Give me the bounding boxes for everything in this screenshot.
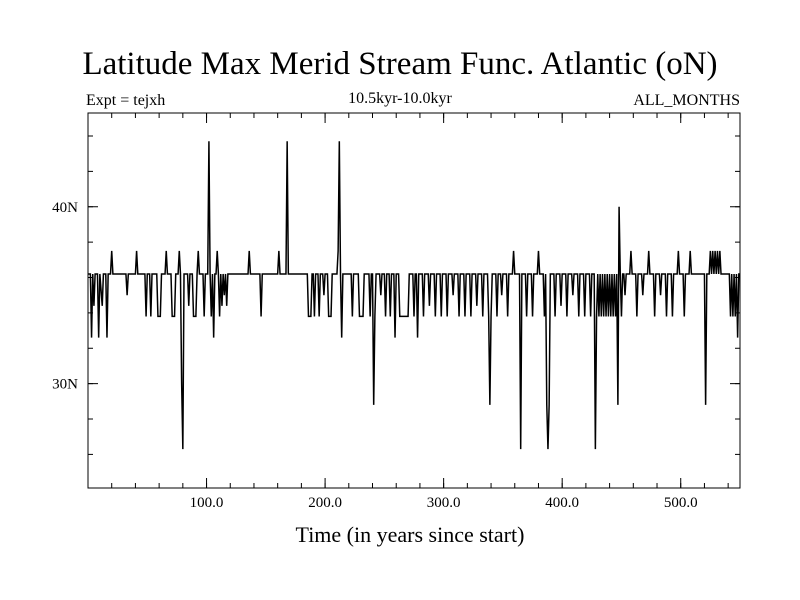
x-tick-label: 200.0 — [308, 495, 342, 511]
x-tick-label: 100.0 — [190, 495, 224, 511]
x-tick-label: 400.0 — [545, 495, 579, 511]
x-tick-label: 500.0 — [664, 495, 698, 511]
plot-frame — [87, 112, 741, 489]
chart-title: Latitude Max Merid Stream Func. Atlantic… — [82, 46, 718, 82]
y-tick-label: 40N — [52, 200, 78, 216]
series-line — [88, 141, 740, 450]
months-label: ALL_MONTHS — [633, 92, 740, 109]
experiment-label: Expt = tejxh — [86, 92, 166, 109]
x-tick-label: 300.0 — [427, 495, 461, 511]
period-label: 10.5kyr-10.0kyr — [348, 90, 452, 107]
y-tick-label: 30N — [52, 377, 78, 393]
x-axis-label: Time (in years since start) — [295, 522, 525, 547]
axis-tick-labels: 100.0 200.0 300.0 400.0 500.0 30N 40N — [52, 200, 697, 511]
